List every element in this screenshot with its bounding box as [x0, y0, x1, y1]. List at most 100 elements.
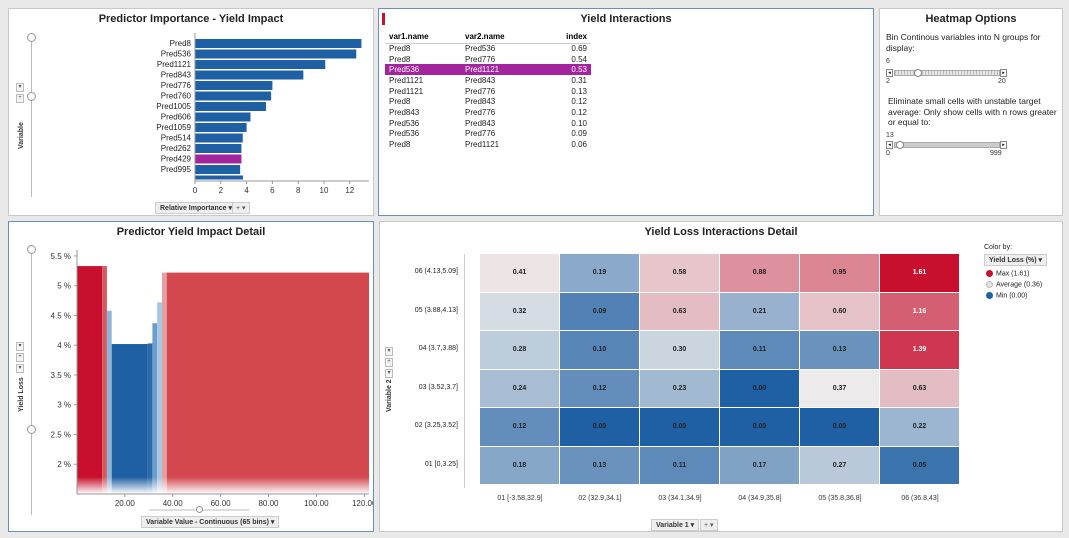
table-row[interactable]: Pred1121 Pred843 0.31 [385, 75, 591, 86]
importance-axis-add-icon[interactable]: + [16, 94, 24, 103]
detail-scroll-handle-top[interactable] [27, 245, 36, 254]
table-row[interactable]: Pred8 Pred536 0.69 [385, 43, 591, 54]
heatmap-cell[interactable]: 0.00 [800, 408, 880, 447]
heatmap-cell[interactable]: 0.11 [720, 331, 800, 370]
detail-scroll-track[interactable] [31, 250, 32, 515]
bin-slider-handle[interactable] [914, 69, 922, 77]
heatmap-cell[interactable]: 0.22 [880, 408, 960, 447]
heatmap-cell[interactable]: 0.28 [480, 331, 560, 370]
table-row[interactable]: Pred843 Pred776 0.12 [385, 107, 591, 118]
heatmap-title: Yield Loss Interactions Detail [644, 226, 798, 238]
importance-scroll-track[interactable] [31, 37, 32, 197]
column-header-var1[interactable]: var1.name [385, 31, 461, 44]
column-header-index[interactable]: index [551, 31, 591, 44]
y-tick-label: 4 % [57, 341, 71, 350]
cells-slider-handle[interactable] [896, 141, 904, 149]
table-row[interactable]: Pred1121 Pred776 0.13 [385, 86, 591, 97]
column-header-var2[interactable]: var2.name [461, 31, 551, 44]
importance-axis-menu-icon[interactable]: ▾ [16, 83, 24, 92]
heatmap-cell[interactable]: 0.00 [640, 408, 720, 447]
heatmap-cell[interactable]: 1.16 [880, 292, 960, 331]
table-row[interactable]: Pred8 Pred843 0.12 [385, 96, 591, 107]
heatmap-x-pill[interactable]: Variable 1 ▾ [651, 519, 700, 531]
heatmap-cell[interactable]: 0.88 [720, 254, 800, 293]
bin-increase-button[interactable]: ▸ [1000, 69, 1007, 77]
table-row[interactable]: Pred536 Pred776 0.09 [385, 129, 591, 140]
heatmap-cell[interactable]: 0.13 [800, 331, 880, 370]
x-tick-label: 12 [345, 186, 354, 195]
heatmap-y-label: 04 (3.7,3.88] [418, 345, 458, 353]
heatmap-cell[interactable]: 0.95 [800, 254, 880, 293]
legend-min-swatch [986, 292, 993, 299]
heatmap-cell[interactable]: 0.24 [480, 369, 560, 408]
y-tick-label: 5.5 % [51, 252, 71, 261]
heatmap-cell[interactable]: 0.12 [560, 369, 640, 408]
heatmap-cell[interactable]: 0.18 [480, 446, 560, 485]
legend-max: Max (1.61) [986, 270, 1029, 277]
heatmap-cell[interactable]: 0.17 [720, 446, 800, 485]
table-row[interactable]: Pred536 Pred843 0.10 [385, 118, 591, 129]
bar-label: Pred1005 [156, 102, 191, 111]
cell-var1: Pred536 [389, 118, 420, 128]
heatmap-cell[interactable]: 0.00 [560, 408, 640, 447]
heatmap-cell[interactable]: 0.32 [480, 292, 560, 331]
table-row[interactable]: Pred8 Pred1121 0.06 [385, 139, 591, 150]
detail-scroll-handle-bottom[interactable] [27, 425, 36, 434]
heatmap-cell[interactable]: 0.00 [720, 408, 800, 447]
heatmap-x-add-button[interactable]: + ▾ [700, 519, 718, 531]
detail-axis-add-icon[interactable]: + [16, 353, 24, 362]
y-tick-label: 3 % [57, 401, 71, 410]
color-by-pill[interactable]: Yield Loss (%) ▾ [984, 254, 1048, 266]
heatmap-y-menu-icon[interactable]: ▾ [385, 347, 393, 356]
heatmap-cell[interactable]: 0.21 [720, 292, 800, 331]
heatmap-cell[interactable]: 0.05 [880, 446, 960, 485]
heatmap-cell[interactable]: 0.12 [480, 408, 560, 447]
heatmap-x-label: 02 (32.9,34.1] [578, 495, 622, 502]
heatmap-cell[interactable]: 0.58 [640, 254, 720, 293]
cell-var1: Pred536 [385, 64, 461, 76]
bar [195, 70, 304, 80]
bin-decrease-button[interactable]: ◂ [886, 69, 893, 77]
detail-axis-menu-icon[interactable]: ▾ [16, 342, 24, 351]
importance-scroll-handle-top[interactable] [27, 33, 36, 42]
cells-decrease-button[interactable]: ◂ [886, 141, 893, 149]
cell-var2: Pred776 [465, 129, 496, 139]
heatmap-cell[interactable]: 0.30 [640, 331, 720, 370]
table-row[interactable]: Pred8 Pred776 0.54 [385, 54, 591, 65]
heatmap-y-add-icon[interactable]: + [385, 358, 393, 367]
heatmap-x-label: 05 (35.8,36.8] [818, 495, 862, 502]
heatmap-cell[interactable]: 0.10 [560, 331, 640, 370]
detail-x-slider-handle[interactable] [196, 506, 203, 513]
detail-axis-extra-icon[interactable]: ▾ [16, 364, 24, 373]
heatmap-cell[interactable]: 0.19 [560, 254, 640, 293]
heatmap-cell[interactable]: 0.63 [880, 369, 960, 408]
fade-overlay [77, 250, 369, 494]
bin-slider-track[interactable] [894, 70, 1000, 76]
cell-var2: Pred1121 [465, 140, 500, 150]
cell-var1: Pred8 [389, 54, 411, 64]
heatmap-cell[interactable]: 0.60 [800, 292, 880, 331]
heatmap-cell[interactable]: 0.11 [640, 446, 720, 485]
table-row[interactable]: Pred536 Pred1121 0.53 [385, 64, 591, 76]
bin-description: Bin Continous variables into N groups fo… [886, 32, 1041, 53]
cells-slider-track[interactable] [894, 142, 1000, 148]
cells-increase-button[interactable]: ▸ [1000, 141, 1007, 149]
heatmap-cell[interactable]: 0.63 [640, 292, 720, 331]
heatmap-x-label: 01 [-3.58,32.9] [497, 495, 543, 502]
importance-x-pill[interactable]: Relative Importance ▾ [155, 202, 237, 214]
importance-x-add-button[interactable]: + ▾ [232, 202, 250, 214]
heatmap-cell[interactable]: 0.13 [560, 446, 640, 485]
heatmap-y-extra-icon[interactable]: ▾ [385, 369, 393, 378]
x-tick-label: 20.00 [115, 499, 136, 508]
heatmap-cell[interactable]: 0.37 [800, 369, 880, 408]
heatmap-cell[interactable]: 0.00 [720, 369, 800, 408]
importance-scroll-handle-bottom[interactable] [27, 92, 36, 101]
heatmap-cell[interactable]: 0.27 [800, 446, 880, 485]
heatmap-cell[interactable]: 1.39 [880, 331, 960, 370]
heatmap-cell[interactable]: 0.41 [480, 254, 560, 293]
detail-x-pill[interactable]: Variable Value - Continuous (65 bins) ▾ [141, 516, 280, 528]
heatmap-cell[interactable]: 0.09 [560, 292, 640, 331]
heatmap-cell[interactable]: 0.23 [640, 369, 720, 408]
heatmap-cell[interactable]: 1.61 [880, 254, 960, 293]
